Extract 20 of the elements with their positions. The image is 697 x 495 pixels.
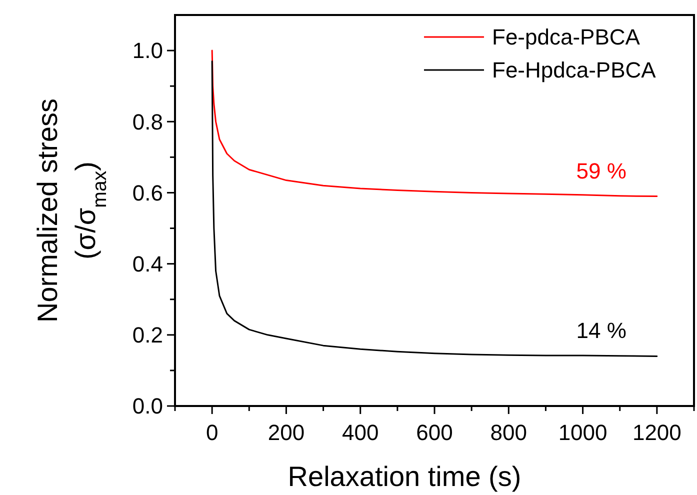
x-tick-label: 1000 <box>558 420 608 445</box>
x-tick-label: 800 <box>490 420 527 445</box>
y-tick-label: 0.2 <box>132 322 163 348</box>
line-series <box>211 60 658 357</box>
y-tick-label: 0.8 <box>132 109 163 134</box>
legend-label: Fe-pdca-PBCA <box>492 24 640 50</box>
x-tick-label: 0 <box>206 420 218 445</box>
x-axis-title: Relaxation time (s) <box>288 461 522 492</box>
x-tick-label: 1200 <box>632 420 682 445</box>
annotation: 14 % <box>576 318 626 344</box>
text: 1.0 <box>132 38 163 64</box>
legend-label: Fe-Hpdca-PBCA <box>492 58 656 83</box>
line-series <box>211 50 658 198</box>
y-tick-label: 0.6 <box>132 180 163 206</box>
x-tick-label: 600 <box>416 420 453 445</box>
x-tick-label: 400 <box>342 420 379 445</box>
y-tick-label: 0.4 <box>132 252 163 277</box>
annotation: 59 % <box>576 158 626 184</box>
x-tick-label: 200 <box>268 420 305 445</box>
text: 0.0 <box>132 394 163 419</box>
